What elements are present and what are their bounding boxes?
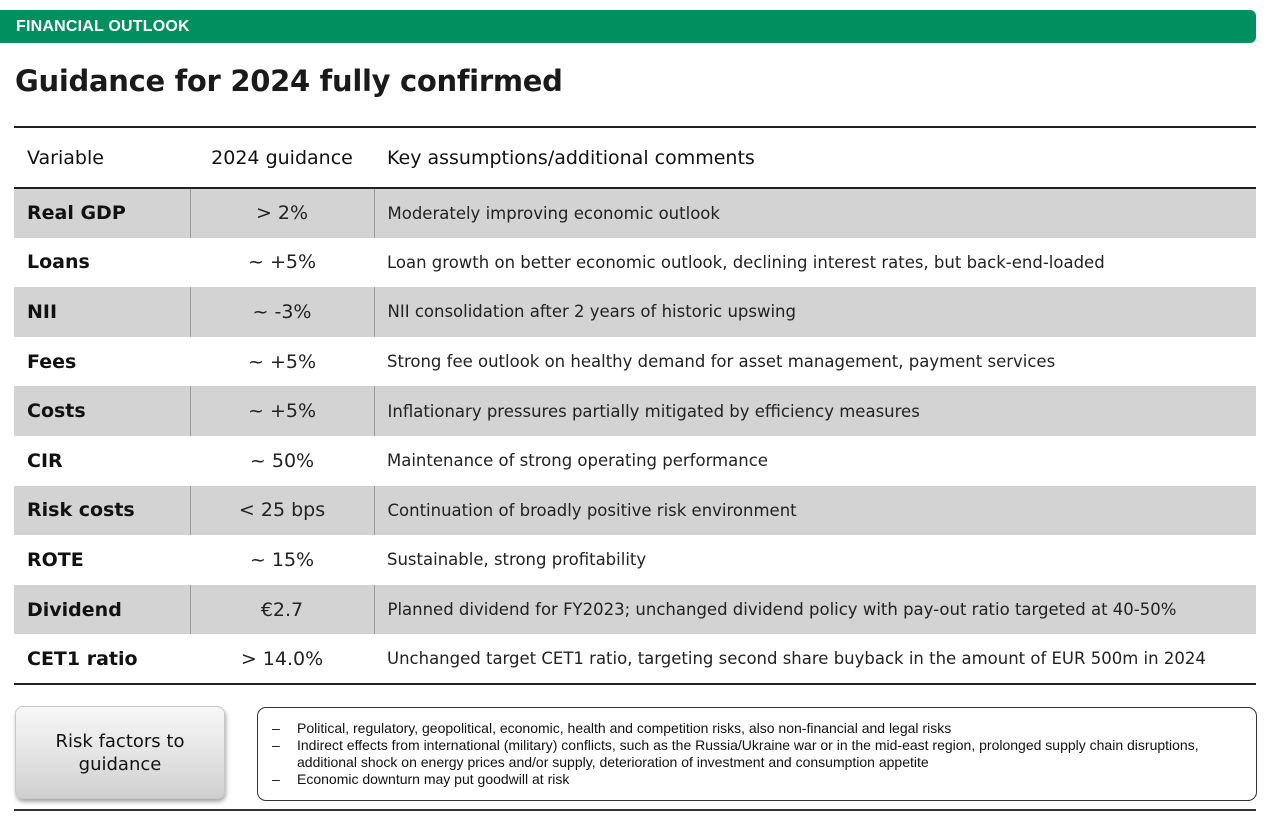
list-item: – Economic downturn may put goodwill at … bbox=[272, 771, 1244, 788]
table-row: Costs ~ +5% Inflationary pressures parti… bbox=[14, 386, 1256, 436]
table-row: Fees ~ +5% Strong fee outlook on healthy… bbox=[14, 337, 1256, 387]
cell-comment: Planned dividend for FY2023; unchanged d… bbox=[387, 600, 1177, 620]
guidance-table: Variable 2024 guidance Key assumptions/a… bbox=[14, 126, 1256, 685]
risk-factors-list-box: – Political, regulatory, geopolitical, e… bbox=[257, 707, 1257, 801]
table-row: Loans ~ +5% Loan growth on better econom… bbox=[14, 238, 1256, 288]
cell-guidance: €2.7 bbox=[190, 584, 375, 635]
cell-comment: Sustainable, strong profitability bbox=[387, 550, 647, 570]
list-item-text: Indirect effects from international (mil… bbox=[297, 737, 1199, 770]
cell-variable: Loans bbox=[27, 251, 90, 274]
bottom-divider bbox=[14, 809, 1256, 811]
page-title: Guidance for 2024 fully confirmed bbox=[15, 64, 563, 98]
cell-comment: NII consolidation after 2 years of histo… bbox=[387, 302, 797, 322]
cell-variable: Real GDP bbox=[14, 188, 191, 238]
cell-variable: CIR bbox=[27, 449, 63, 472]
table-row: NII ~ -3% NII consolidation after 2 year… bbox=[14, 287, 1256, 337]
cell-comment: Unchanged target CET1 ratio, targeting s… bbox=[387, 649, 1206, 669]
table-row: Risk costs < 25 bps Continuation of broa… bbox=[14, 485, 1256, 536]
cell-variable: ROTE bbox=[27, 548, 84, 571]
list-item-text: Political, regulatory, geopolitical, eco… bbox=[297, 720, 952, 736]
table-row: Real GDP > 2% Moderately improving econo… bbox=[14, 188, 1256, 238]
bullet-dash: – bbox=[272, 737, 280, 753]
table-row: ROTE ~ 15% Sustainable, strong profitabi… bbox=[14, 535, 1256, 585]
table-row: CET1 ratio > 14.0% Unchanged target CET1… bbox=[14, 634, 1256, 684]
cell-variable: Costs bbox=[14, 386, 191, 436]
risk-factors-label-line1: Risk factors to bbox=[55, 730, 185, 752]
cell-guidance: ~ +5% bbox=[190, 386, 375, 436]
cell-guidance: ~ -3% bbox=[190, 287, 375, 337]
cell-comment: Maintenance of strong operating performa… bbox=[387, 451, 768, 471]
section-banner: FINANCIAL OUTLOOK bbox=[0, 10, 1256, 43]
risk-factors-list: – Political, regulatory, geopolitical, e… bbox=[272, 720, 1244, 788]
risk-factors-label-line2: guidance bbox=[78, 753, 162, 775]
table-row: Dividend €2.7 Planned dividend for FY202… bbox=[14, 584, 1256, 635]
banner-label: FINANCIAL OUTLOOK bbox=[16, 18, 190, 35]
cell-variable: Risk costs bbox=[14, 485, 191, 536]
cell-comment: Strong fee outlook on healthy demand for… bbox=[387, 352, 1056, 372]
list-item: – Political, regulatory, geopolitical, e… bbox=[272, 720, 1244, 737]
table-row: CIR ~ 50% Maintenance of strong operatin… bbox=[14, 436, 1256, 486]
bullet-dash: – bbox=[272, 720, 280, 736]
cell-comment: Moderately improving economic outlook bbox=[387, 203, 720, 223]
cell-guidance: ~ +5% bbox=[247, 350, 317, 373]
cell-comment: Continuation of broadly positive risk en… bbox=[387, 500, 797, 520]
cell-variable: NII bbox=[14, 287, 191, 337]
cell-comment: Inflationary pressures partially mitigat… bbox=[387, 401, 920, 421]
bullet-dash: – bbox=[272, 771, 280, 787]
list-item: – Indirect effects from international (m… bbox=[272, 737, 1244, 771]
header-variable: Variable bbox=[27, 146, 104, 169]
cell-variable: CET1 ratio bbox=[27, 647, 138, 670]
cell-guidance: > 14.0% bbox=[240, 647, 324, 670]
cell-variable: Dividend bbox=[14, 584, 191, 635]
cell-guidance: ~ +5% bbox=[247, 251, 317, 274]
header-comments: Key assumptions/additional comments bbox=[387, 146, 755, 169]
cell-guidance: > 2% bbox=[190, 188, 375, 238]
table-header-row: Variable 2024 guidance Key assumptions/a… bbox=[14, 127, 1256, 188]
cell-guidance: < 25 bps bbox=[190, 485, 375, 536]
cell-comment: Loan growth on better economic outlook, … bbox=[387, 252, 1105, 272]
header-guidance: 2024 guidance bbox=[211, 146, 353, 169]
risk-factors-button[interactable]: Risk factors to guidance bbox=[15, 706, 225, 799]
list-item-text: Economic downturn may put goodwill at ri… bbox=[297, 771, 570, 787]
cell-variable: Fees bbox=[27, 350, 77, 373]
cell-guidance: ~ 15% bbox=[249, 548, 315, 571]
cell-guidance: ~ 50% bbox=[249, 449, 315, 472]
